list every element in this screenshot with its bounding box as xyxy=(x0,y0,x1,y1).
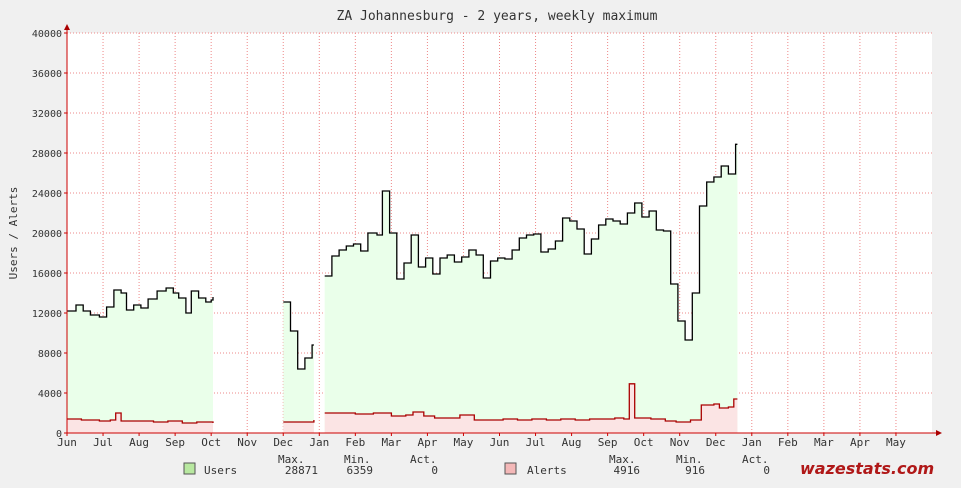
legend-header-act: Act. xyxy=(410,453,437,466)
y-tick-label: 8000 xyxy=(38,349,62,360)
legend-label-users: Users xyxy=(204,464,237,477)
users-area xyxy=(283,302,314,433)
legend-swatch-alerts xyxy=(504,462,517,475)
legend-label-alerts: Alerts xyxy=(527,464,567,477)
users-area xyxy=(324,144,738,434)
legend-header-min: Min. xyxy=(344,453,371,466)
legend-users-max: 28871 xyxy=(285,464,318,477)
y-tick-label: 40000 xyxy=(32,29,62,40)
legend-users-min: 6359 xyxy=(347,464,374,477)
x-tick-label: Jun xyxy=(57,436,77,449)
x-tick-label: Jun xyxy=(490,436,510,449)
x-tick-label: May xyxy=(886,436,906,449)
x-tick-label: Jul xyxy=(526,436,546,449)
users-line xyxy=(283,301,314,370)
x-tick-label: Jan xyxy=(742,436,762,449)
alerts-line xyxy=(283,420,315,423)
x-tick-label: Aug xyxy=(562,436,582,449)
x-tick-labels: Jun Jul Aug Sep Oct Nov Dec Jan Feb Mar Apr May Jun J… xyxy=(57,436,906,449)
x-tick-label: Feb xyxy=(345,436,365,449)
x-tick-label: Mar xyxy=(381,436,401,449)
x-tick-label: Dec xyxy=(273,436,293,449)
y-axis-label: Users / Alerts xyxy=(7,187,20,280)
alerts-area xyxy=(283,420,314,433)
legend-alerts-max: 4916 xyxy=(614,464,641,477)
y-tick-label: 16000 xyxy=(32,269,62,280)
axes xyxy=(64,24,942,436)
x-tick-label: Aug xyxy=(129,436,149,449)
wazestats-logo: wazestats.com xyxy=(800,459,934,478)
x-tick-label: Mar xyxy=(814,436,834,449)
y-tick-label: 0 xyxy=(56,429,62,440)
y-tick-label: 32000 xyxy=(32,109,62,120)
y-axis-arrow xyxy=(64,24,70,30)
legend-header-max-2: Max. xyxy=(609,453,636,466)
x-axis-arrow xyxy=(936,430,942,436)
x-tick-label: Nov xyxy=(237,436,257,449)
x-tick-label: May xyxy=(454,436,474,449)
series-lines xyxy=(67,143,738,424)
legend-header-min-2: Min. xyxy=(676,453,703,466)
users-line xyxy=(324,143,738,341)
x-tick-label: Sep xyxy=(165,436,185,449)
x-tick-label: Sep xyxy=(598,436,618,449)
legend-header-act-2: Act. xyxy=(742,453,769,466)
users-line xyxy=(67,287,214,318)
y-tick-label: 20000 xyxy=(32,229,62,240)
y-tick-labels: 0 4000 8000 12000 16000 20000 24000 28000 32000 3… xyxy=(32,29,62,440)
legend-header-max: Max. xyxy=(278,453,305,466)
x-tick-label: Oct xyxy=(634,436,654,449)
legend-swatch-users xyxy=(183,462,196,475)
x-tick-label: Feb xyxy=(778,436,798,449)
legend: Max. Min. Act. Max. Min. Act. Users 2887… xyxy=(183,453,770,477)
alerts-line xyxy=(324,383,738,423)
legend-users-act: 0 xyxy=(431,464,438,477)
logo-text: wazestats.com xyxy=(800,459,934,478)
x-tick-label: Oct xyxy=(201,436,221,449)
x-tick-label: Apr xyxy=(850,436,870,449)
users-area xyxy=(67,288,213,433)
y-tick-label: 4000 xyxy=(38,389,62,400)
y-tick-label: 28000 xyxy=(32,149,62,160)
x-tick-label: Jan xyxy=(309,436,329,449)
alerts-line xyxy=(67,412,214,424)
x-tick-label: Apr xyxy=(417,436,437,449)
legend-alerts-min: 916 xyxy=(685,464,705,477)
x-tick-label: Jul xyxy=(93,436,113,449)
chart-title: ZA Johannesburg - 2 years, weekly maximu… xyxy=(337,9,658,24)
x-tick-label: Dec xyxy=(706,436,726,449)
legend-alerts-act: 0 xyxy=(763,464,770,477)
y-tick-label: 12000 xyxy=(32,309,62,320)
alerts-area xyxy=(67,413,213,433)
y-tick-label: 36000 xyxy=(32,69,62,80)
x-tick-label: Nov xyxy=(670,436,690,449)
y-tick-label: 24000 xyxy=(32,189,62,200)
